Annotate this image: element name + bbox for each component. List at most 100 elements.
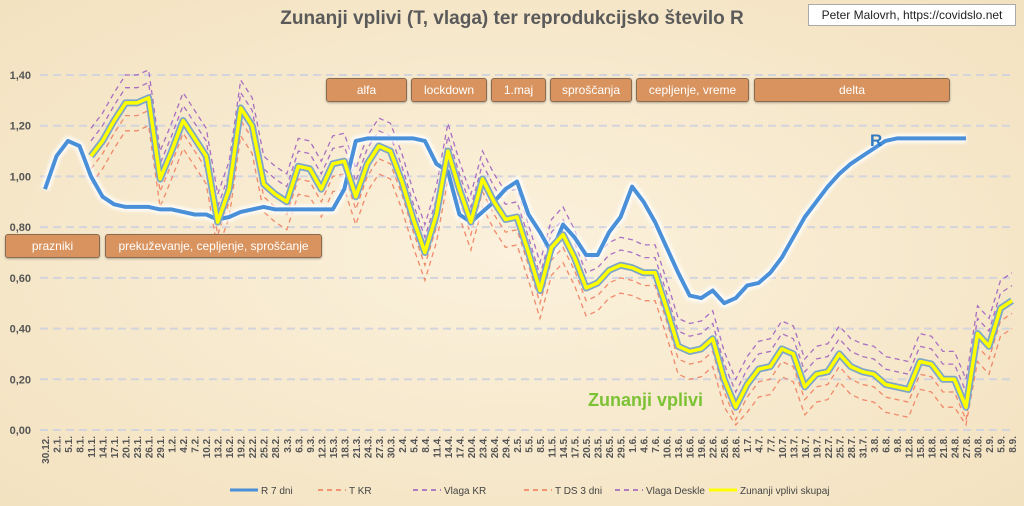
legend-item-vlaga-deskle: Vlaga Deskle bbox=[615, 486, 705, 497]
x-tick-label: 28.7. bbox=[847, 436, 858, 458]
x-tick-label: 5.4. bbox=[409, 436, 420, 453]
series-tds bbox=[90, 124, 1013, 427]
x-tick-label: 1.6. bbox=[628, 436, 639, 453]
series-vlaga-kr bbox=[90, 81, 1013, 395]
x-tick-label: 8.1. bbox=[76, 436, 87, 453]
x-tick-label: 16.6. bbox=[686, 436, 697, 458]
x-tick-label: 9.8. bbox=[893, 436, 904, 453]
y-tick-label: 1,40 bbox=[10, 70, 31, 82]
x-tick-label: 3.3. bbox=[283, 436, 294, 453]
x-tick-label: 25.2. bbox=[260, 436, 271, 458]
legend-label: Vlaga KR bbox=[444, 486, 486, 497]
x-tick-label: 16.7. bbox=[801, 436, 812, 458]
x-tick-label: 20.1. bbox=[122, 436, 133, 458]
x-tick-label: 20.5. bbox=[582, 436, 593, 458]
x-tick-label: 26.4. bbox=[490, 436, 501, 458]
x-tick-label: 24.3. bbox=[363, 436, 374, 458]
event-delta: delta bbox=[754, 78, 950, 102]
legend-item-zunanji: Zunanji vplivi skupaj bbox=[709, 486, 830, 497]
x-tick-label: 2.5. bbox=[513, 436, 524, 453]
x-tick-label: 19.6. bbox=[697, 436, 708, 458]
x-tick-label: 31.7. bbox=[858, 436, 869, 458]
x-tick-label: 30.12. bbox=[41, 436, 52, 464]
x-tick-label: 23.5. bbox=[594, 436, 605, 458]
x-tick-label: 22.7. bbox=[824, 436, 835, 458]
x-tick-label: 12.8. bbox=[904, 436, 915, 458]
legend-item-r: R 7 dni bbox=[230, 486, 293, 497]
x-tick-label: 10.6. bbox=[663, 436, 674, 458]
x-tick-label: 11.1. bbox=[87, 436, 98, 458]
x-tick-label: 4.6. bbox=[640, 436, 651, 453]
legend-label: T KR bbox=[349, 486, 372, 497]
x-tick-label: 25.6. bbox=[720, 436, 731, 458]
legend-label: T DS 3 dni bbox=[555, 486, 602, 497]
x-tick-label: 18.8. bbox=[927, 436, 938, 458]
x-tick-label: 22.6. bbox=[709, 436, 720, 458]
x-tick-label: 5.9. bbox=[996, 436, 1007, 453]
x-tick-label: 1.2. bbox=[168, 436, 179, 453]
legend-label: Vlaga Deskle bbox=[646, 486, 705, 497]
x-tick-label: 13.7. bbox=[789, 436, 800, 458]
series-vlaga-deskle bbox=[90, 68, 1013, 382]
legend-label: R 7 dni bbox=[261, 486, 293, 497]
series-r-7-dni bbox=[43, 136, 966, 306]
x-tick-label: 8.5. bbox=[536, 436, 547, 453]
x-tick-label: 30.3. bbox=[386, 436, 397, 458]
x-tick-label: 29.4. bbox=[501, 436, 512, 458]
x-tick-label: 6.8. bbox=[881, 436, 892, 453]
legend-item-tds: T DS 3 dni bbox=[524, 486, 602, 497]
x-tick-label: 21.8. bbox=[939, 436, 950, 458]
x-tick-label: 28.6. bbox=[732, 436, 743, 458]
y-tick-label: 1,00 bbox=[10, 171, 31, 183]
x-tick-label: 10.2. bbox=[202, 436, 213, 458]
x-tick-label: 25.7. bbox=[835, 436, 846, 458]
x-tick-label: 8.9. bbox=[1008, 436, 1019, 453]
x-tick-label: 11.5. bbox=[548, 436, 559, 458]
x-tick-label: 11.4. bbox=[432, 436, 443, 458]
x-tick-label: 24.8. bbox=[950, 436, 961, 458]
y-tick-label: 0,80 bbox=[10, 222, 31, 234]
x-tick-label: 13.6. bbox=[674, 436, 685, 458]
x-tick-label: 10.7. bbox=[778, 436, 789, 458]
x-tick-label: 29.1. bbox=[156, 436, 167, 458]
x-tick-label: 2.9. bbox=[985, 436, 996, 453]
x-tick-label: 22.2. bbox=[248, 436, 259, 458]
x-tick-label: 5.5. bbox=[525, 436, 536, 453]
x-tick-label: 13.2. bbox=[214, 436, 225, 458]
x-tick-label: 20.4. bbox=[467, 436, 478, 458]
x-tick-label: 5.1. bbox=[64, 436, 75, 453]
x-tick-label: 6.3. bbox=[294, 436, 305, 453]
x-tick-label: 9.3. bbox=[306, 436, 317, 453]
series-zunanji-vplivi-skupaj bbox=[89, 96, 1013, 409]
y-tick-label: 0,40 bbox=[10, 324, 31, 336]
x-tick-label: 17.4. bbox=[455, 436, 466, 458]
x-tick-label: 12.3. bbox=[317, 436, 328, 458]
x-tick-label: 7.7. bbox=[766, 436, 777, 453]
x-tick-label: 21.3. bbox=[352, 436, 363, 458]
event-prazniki: prazniki bbox=[5, 234, 100, 258]
x-tick-label: 30.8. bbox=[973, 436, 984, 458]
x-tick-label: 29.5. bbox=[617, 436, 628, 458]
r-series-label: R bbox=[870, 131, 883, 150]
x-tick-label: 14.5. bbox=[559, 436, 570, 458]
x-tick-label: 14.1. bbox=[99, 436, 110, 458]
legend-item-tkr: T KR bbox=[318, 486, 372, 497]
x-tick-label: 28.2. bbox=[271, 436, 282, 458]
x-tick-label: 27.8. bbox=[962, 436, 973, 458]
legend-label: Zunanji vplivi skupaj bbox=[740, 486, 830, 497]
x-tick-label: 4.2. bbox=[179, 436, 190, 453]
x-tick-label: 7.6. bbox=[651, 436, 662, 453]
x-tick-label: 19.7. bbox=[812, 436, 823, 458]
y-tick-label: 0,20 bbox=[10, 374, 31, 386]
x-tick-label: 1.7. bbox=[743, 436, 754, 453]
event-1-maj: 1.maj bbox=[491, 78, 546, 102]
x-tick-label: 2.4. bbox=[398, 436, 409, 453]
x-tick-label: 26.1. bbox=[145, 436, 156, 458]
x-tick-label: 4.7. bbox=[755, 436, 766, 453]
x-tick-label: 16.2. bbox=[225, 436, 236, 458]
y-tick-label: 1,20 bbox=[10, 121, 31, 133]
event-lockdown: lockdown bbox=[411, 78, 487, 102]
chart-title: Zunanji vplivi (T, vlaga) ter reprodukci… bbox=[280, 8, 744, 29]
x-tick-label: 27.3. bbox=[375, 436, 386, 458]
y-tick-label: 0,60 bbox=[10, 273, 31, 285]
